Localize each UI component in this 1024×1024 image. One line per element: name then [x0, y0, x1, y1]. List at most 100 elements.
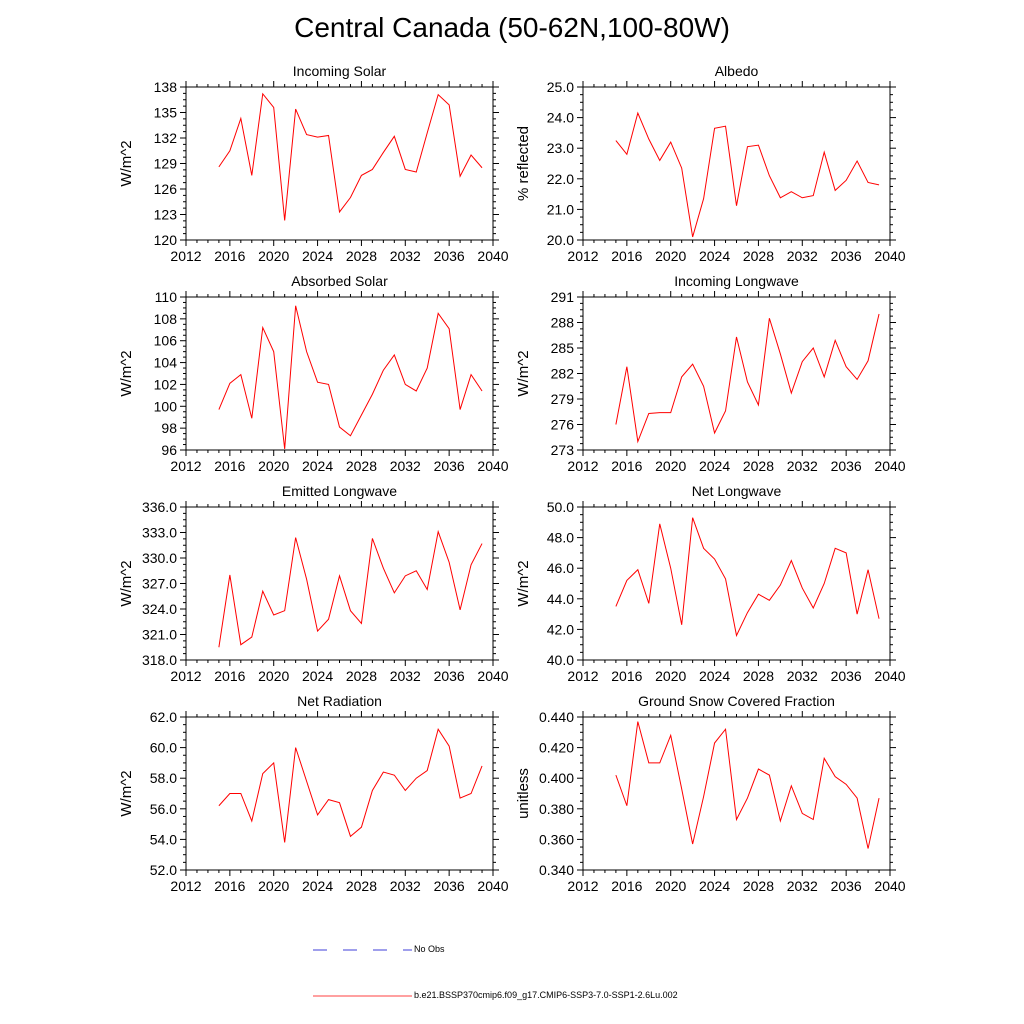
- x-tick-label: 2028: [743, 458, 774, 474]
- y-tick-label: 22.0: [547, 171, 574, 187]
- y-tick-label: 56.0: [150, 801, 177, 817]
- x-tick-label: 2028: [346, 248, 377, 264]
- y-tick-label: 285: [551, 340, 575, 356]
- y-tick-label: 0.380: [539, 801, 574, 817]
- series-line: [218, 529, 483, 648]
- x-tick-label: 2024: [302, 458, 333, 474]
- x-tick-label: 2012: [170, 248, 201, 264]
- y-tick-label: 24.0: [547, 110, 574, 126]
- series-line: [218, 92, 483, 221]
- chart-panel: Net Longwave W/m^2 2012 2016 2020 2024 2028 203…: [515, 483, 906, 684]
- y-tick-label: 126: [154, 181, 178, 197]
- x-tick-label: 2032: [787, 248, 818, 264]
- y-tick-label: 23.0: [547, 140, 574, 156]
- y-axis-label: W/m^2: [118, 560, 135, 606]
- x-tick-label: 2032: [390, 458, 421, 474]
- x-tick-label: 2036: [434, 248, 465, 264]
- y-tick-label: 291: [551, 289, 575, 305]
- y-tick-label: 58.0: [150, 770, 177, 786]
- y-axis-label: W/m^2: [515, 350, 532, 396]
- x-tick-label: 2020: [655, 458, 686, 474]
- panel-title: Incoming Solar: [293, 63, 387, 79]
- chart-panel: Ground Snow Covered Fraction unitless 2012…: [515, 693, 906, 894]
- y-tick-label: 108: [154, 311, 178, 327]
- x-tick-label: 2036: [831, 878, 862, 894]
- y-tick-label: 324.0: [142, 601, 177, 617]
- y-tick-label: 321.0: [142, 627, 177, 643]
- x-tick-label: 2040: [477, 878, 508, 894]
- y-tick-label: 104: [154, 355, 178, 371]
- y-tick-label: 0.340: [539, 862, 574, 878]
- x-tick-label: 2016: [214, 248, 245, 264]
- y-tick-label: 96: [161, 442, 177, 458]
- x-tick-label: 2020: [258, 458, 289, 474]
- y-axis-label: unitless: [515, 768, 532, 819]
- x-tick-label: 2036: [434, 458, 465, 474]
- x-tick-label: 2040: [874, 878, 905, 894]
- panel-title: Net Radiation: [297, 693, 382, 709]
- x-tick-label: 2032: [787, 668, 818, 684]
- x-tick-label: 2012: [170, 878, 201, 894]
- x-tick-label: 2020: [655, 878, 686, 894]
- x-tick-label: 2028: [346, 458, 377, 474]
- y-tick-label: 0.440: [539, 709, 574, 725]
- y-tick-label: 110: [155, 289, 178, 305]
- plot-frame: [185, 506, 494, 661]
- y-tick-label: 52.0: [150, 862, 177, 878]
- y-tick-label: 0.420: [539, 740, 574, 756]
- y-axis-label: W/m^2: [118, 770, 135, 816]
- y-tick-label: 50.0: [547, 499, 574, 515]
- y-tick-label: 21.0: [547, 201, 574, 217]
- x-tick-label: 2020: [258, 878, 289, 894]
- plot-frame: [582, 716, 891, 871]
- x-tick-label: 2016: [611, 248, 642, 264]
- x-tick-label: 2040: [874, 248, 905, 264]
- y-tick-label: 123: [154, 207, 178, 223]
- x-tick-label: 2028: [743, 668, 774, 684]
- y-tick-label: 44.0: [547, 591, 574, 607]
- y-tick-label: 60.0: [150, 740, 177, 756]
- y-axis-label: W/m^2: [118, 140, 135, 186]
- panel-title: Net Longwave: [692, 483, 782, 499]
- x-tick-label: 2036: [831, 458, 862, 474]
- series-line: [615, 313, 880, 444]
- x-tick-label: 2028: [743, 248, 774, 264]
- x-tick-label: 2012: [567, 668, 598, 684]
- x-tick-label: 2032: [787, 458, 818, 474]
- y-tick-label: 120: [154, 232, 178, 248]
- x-tick-label: 2012: [170, 458, 201, 474]
- y-tick-label: 288: [551, 315, 575, 331]
- x-tick-label: 2016: [214, 878, 245, 894]
- y-tick-label: 273: [551, 442, 575, 458]
- x-tick-label: 2012: [170, 668, 201, 684]
- x-tick-label: 2020: [655, 248, 686, 264]
- panel-title: Absorbed Solar: [291, 273, 388, 289]
- x-tick-label: 2040: [874, 668, 905, 684]
- x-tick-label: 2016: [611, 458, 642, 474]
- x-tick-label: 2036: [831, 248, 862, 264]
- series-line: [615, 721, 880, 849]
- y-tick-label: 102: [154, 376, 178, 392]
- y-tick-label: 25.0: [547, 79, 574, 95]
- plot-frame: [185, 86, 494, 241]
- chart-panel: Emitted Longwave W/m^2 2012 2016 2020 2024 202…: [118, 483, 509, 684]
- y-tick-label: 62.0: [150, 709, 177, 725]
- y-tick-label: 318.0: [142, 652, 177, 668]
- x-tick-label: 2016: [214, 458, 245, 474]
- y-axis-label: W/m^2: [515, 560, 532, 606]
- x-tick-label: 2024: [699, 668, 730, 684]
- y-tick-label: 54.0: [150, 831, 177, 847]
- x-tick-label: 2012: [567, 458, 598, 474]
- x-tick-label: 2028: [346, 878, 377, 894]
- chart-panel: Absorbed Solar W/m^2 2012 2016 2020 2024 2028 2…: [118, 273, 509, 474]
- x-tick-label: 2040: [874, 458, 905, 474]
- x-tick-label: 2032: [390, 668, 421, 684]
- x-tick-label: 2020: [258, 668, 289, 684]
- y-tick-label: 327.0: [142, 576, 177, 592]
- y-tick-label: 0.360: [539, 831, 574, 847]
- series-line: [218, 728, 483, 843]
- y-tick-label: 330.0: [142, 550, 177, 566]
- y-tick-label: 100: [154, 398, 178, 414]
- x-tick-label: 2024: [699, 248, 730, 264]
